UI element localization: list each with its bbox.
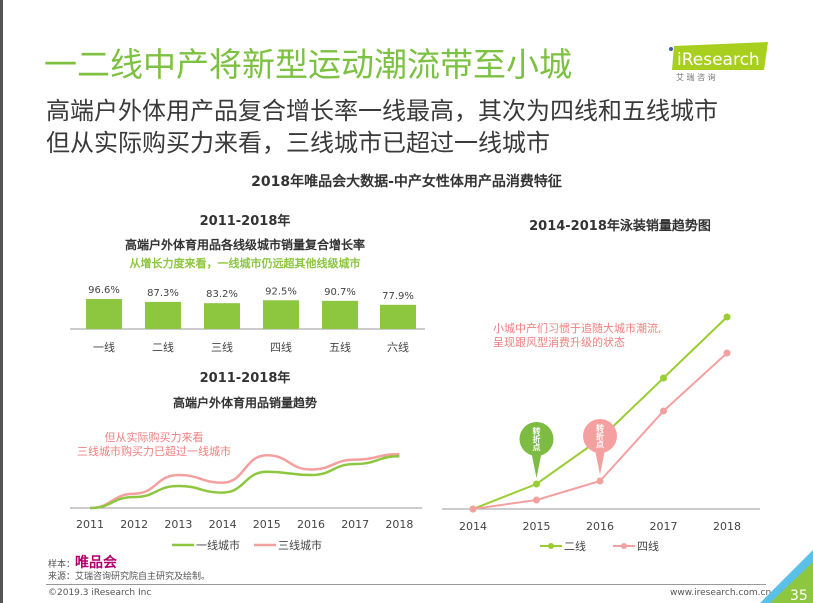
bar: [380, 304, 416, 329]
data-point: [533, 480, 540, 488]
turning-point-callout: 转折点: [519, 422, 554, 478]
bar-data-label: 77.9%: [382, 291, 414, 302]
swimwear-annotation: 小城中产们习惯于追随大城市潮流, 呈现跟风型消费升级的状态: [493, 322, 662, 350]
bar: [263, 300, 299, 329]
x-tick-label: 2011: [76, 518, 104, 531]
callout-pointer: [531, 453, 542, 478]
annotation-line-2: 呈现跟风型消费升级的状态: [493, 336, 625, 349]
bar-category-label: 二线: [152, 340, 174, 354]
callout-bubble: [583, 419, 617, 453]
bar-chart-subtitle: 高端户外体育用品各线级城市销量复合增长率: [124, 238, 365, 252]
sales-trend-chart: 2011 2012 2013 2014 2015 2016 2017 2018 一线城市 三线城市: [70, 452, 422, 552]
bar-category-label: 一线: [93, 340, 115, 354]
main-title: 2018年唯品会大数据-中产女性体用产品消费特征: [251, 174, 562, 190]
line-chart-title: 2011-2018年: [199, 371, 291, 386]
bar-data-label: 83.2%: [206, 289, 238, 300]
svg-text:艾 瑞 咨 询: 艾 瑞 咨 询: [676, 72, 716, 82]
slide-subtitle-1: 高端户外体用产品复合增长率一线最高，其次为四线和五线城市: [46, 97, 718, 125]
annotation-line-2: 三线城市购买力已超过一线城市: [77, 445, 231, 458]
legend-label: 二线: [564, 539, 586, 553]
legend-marker: [548, 543, 554, 549]
line-chart-subtitle: 高端户外体育用品销量趋势: [172, 396, 317, 410]
annotation-line-1: 小城中产们习惯于追随大城市潮流,: [493, 322, 662, 335]
callout-bubble: [519, 422, 554, 456]
bar-category-label: 四线: [270, 340, 292, 354]
bar-data-label: 90.7%: [324, 287, 356, 298]
bar-chart-annotation: 从增长力度来看，一线城市仍远超其他线级城市: [129, 257, 361, 270]
data-point: [660, 374, 667, 382]
iresearch-logo: iResearch 艾 瑞 咨 询: [669, 42, 768, 82]
x-tick-label: 2015: [523, 520, 551, 533]
legend-label: 一线城市: [196, 538, 240, 552]
x-tick-label: 2014: [209, 518, 237, 531]
x-tick-label: 2016: [297, 518, 325, 531]
vip-brand: 唯品会: [75, 555, 118, 571]
bar-data-label: 92.5%: [265, 286, 297, 297]
x-tick-label: 2013: [164, 518, 192, 531]
website: www.iresearch.com.cn: [670, 588, 772, 598]
callout-text: 转折点: [596, 423, 605, 449]
bar-data-label: 87.3%: [147, 288, 179, 299]
bar: [322, 300, 358, 329]
callout-text: 转折点: [532, 426, 541, 452]
line-chart-annotation: 但从实际购买力来看 三线城市购买力已超过一线城市: [74, 431, 234, 459]
footer-divider: [46, 584, 766, 585]
bar-category-label: 六线: [387, 340, 409, 354]
data-point: [533, 496, 540, 504]
copyright: ©2019.3 iResearch Inc: [48, 588, 152, 598]
legend-marker: [621, 543, 627, 549]
bar-data-label: 96.6%: [88, 285, 120, 296]
data-point: [723, 313, 731, 321]
sample-note: 样本：唯品会: [48, 556, 117, 570]
bar: [86, 299, 122, 329]
x-tick-label: 2018: [713, 520, 741, 533]
series-line-tier3: [89, 452, 400, 510]
x-tick-label: 2012: [120, 518, 148, 531]
source-note: 来源：艾瑞咨询研究院自主研究及绘制。: [48, 572, 211, 582]
slide-subtitle-2: 但从实际购买力来看，三线城市已超过一线城市: [46, 129, 550, 157]
series-line-tier1: [89, 455, 400, 510]
callout-pointer: [595, 450, 605, 475]
bar: [145, 301, 181, 329]
x-tick-label: 2015: [253, 518, 281, 531]
x-tick-label: 2016: [586, 520, 614, 533]
bar-chart: 96.6% 一线 87.3% 二线 83.2% 三线 92.5% 四线 90.7% 五线 77.9%…: [70, 285, 425, 354]
sample-label: 样本：: [48, 560, 76, 570]
swimwear-chart-title: 2014-2018年泳装销量趋势图: [529, 219, 711, 234]
legend-label: 三线城市: [278, 538, 322, 552]
data-point: [723, 349, 731, 357]
bar-category-label: 五线: [329, 340, 351, 354]
slide-title: 一二线中产将新型运动潮流带至小城: [44, 45, 572, 84]
x-tick-label: 2017: [341, 518, 369, 531]
x-tick-label: 2014: [459, 520, 487, 533]
annotation-line-1: 但从实际购买力来看: [104, 431, 204, 444]
svg-text:iResearch: iResearch: [677, 50, 760, 70]
bar: [204, 303, 240, 329]
bar-chart-title: 2011-2018年: [199, 214, 291, 229]
bar-category-label: 三线: [211, 340, 233, 354]
legend-label: 四线: [637, 539, 659, 553]
turning-point-callout: 转折点: [583, 419, 617, 475]
data-point: [660, 407, 667, 415]
x-tick-label: 2017: [650, 520, 678, 533]
swimwear-chart: 转折点 转折点 2014 2015 2016 2017 2018 二线 四线: [442, 313, 760, 553]
x-tick-label: 2018: [385, 518, 413, 531]
data-point: [596, 477, 604, 485]
data-point: [469, 505, 477, 513]
slide-edge: [0, 0, 3, 603]
page-corner: 35: [760, 550, 813, 603]
page-number: 35: [790, 588, 808, 603]
